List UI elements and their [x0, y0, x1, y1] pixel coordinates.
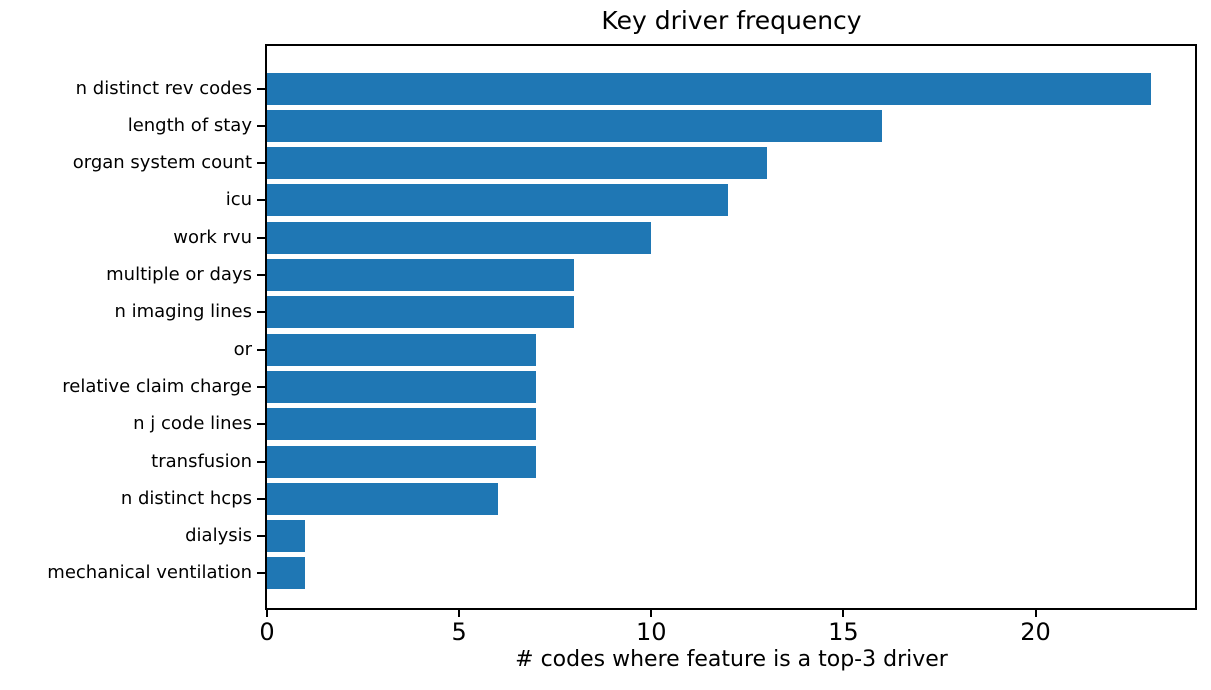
y-tick-label: multiple or days — [106, 264, 252, 285]
y-tick-label: relative claim charge — [62, 375, 252, 397]
y-tick-mark — [257, 199, 265, 202]
y-tick-mark — [257, 460, 265, 463]
x-axis-title: # codes where feature is a top-3 driver — [515, 647, 948, 672]
chart-title: Key driver frequency — [601, 6, 862, 35]
y-tick-label: icu — [225, 189, 252, 211]
y-tick-mark — [257, 162, 265, 165]
y-tick-mark — [257, 236, 265, 239]
y-tick-label: length of stay — [127, 114, 252, 136]
y-tick-label: mechanical ventilation — [47, 562, 252, 584]
x-tick-label: 0 — [259, 618, 275, 646]
x-tick-label: 10 — [635, 618, 667, 646]
y-tick-label: transfusion — [151, 450, 252, 472]
y-tick-mark — [257, 385, 265, 388]
bar-relative-claim-charge — [267, 370, 536, 403]
bar-length-of-stay — [267, 109, 882, 142]
x-tick-label: 5 — [451, 618, 467, 646]
y-tick-mark — [257, 274, 265, 276]
x-tick-mark — [266, 610, 268, 617]
bar-n-j-code-lines — [267, 408, 536, 441]
bar-mechanical-ventilation — [267, 557, 306, 590]
y-tick-mark — [257, 348, 265, 351]
bar-n-distinct-hcps — [267, 482, 498, 515]
bar-icu — [267, 184, 729, 217]
y-tick-mark — [257, 535, 265, 538]
bar-n-distinct-rev-codes — [267, 72, 1151, 105]
x-tick-label: 20 — [1020, 618, 1051, 646]
bar-multiple-or-days — [267, 259, 575, 291]
y-tick-mark — [257, 311, 265, 314]
bar-n-imaging-lines — [267, 296, 575, 329]
y-tick-mark — [257, 497, 265, 500]
y-tick-label: n distinct rev codes — [75, 77, 252, 99]
y-tick-mark — [257, 87, 265, 90]
x-tick-mark — [1034, 610, 1037, 617]
y-tick-mark — [257, 423, 265, 426]
bar-work-rvu — [267, 221, 652, 254]
y-tick-label: dialysis — [185, 525, 252, 547]
x-tick-mark — [458, 610, 461, 617]
y-tick-label: work rvu — [173, 226, 252, 248]
y-tick-label: n distinct hcps — [120, 487, 252, 509]
y-tick-label: organ system count — [72, 152, 252, 174]
x-tick-label: 15 — [828, 618, 859, 646]
y-tick-label: n j code lines — [133, 413, 252, 435]
bar-dialysis — [267, 520, 306, 553]
x-tick-mark — [650, 610, 653, 617]
bar-organ-system-count — [267, 147, 767, 180]
plot-area — [265, 44, 1197, 610]
x-tick-mark — [842, 610, 845, 617]
y-tick-label: n imaging lines — [114, 301, 252, 323]
y-tick-mark — [257, 124, 265, 127]
y-tick-label: or — [233, 338, 252, 360]
bar-or — [267, 333, 536, 366]
y-tick-mark — [257, 572, 265, 575]
bar-transfusion — [267, 445, 536, 478]
